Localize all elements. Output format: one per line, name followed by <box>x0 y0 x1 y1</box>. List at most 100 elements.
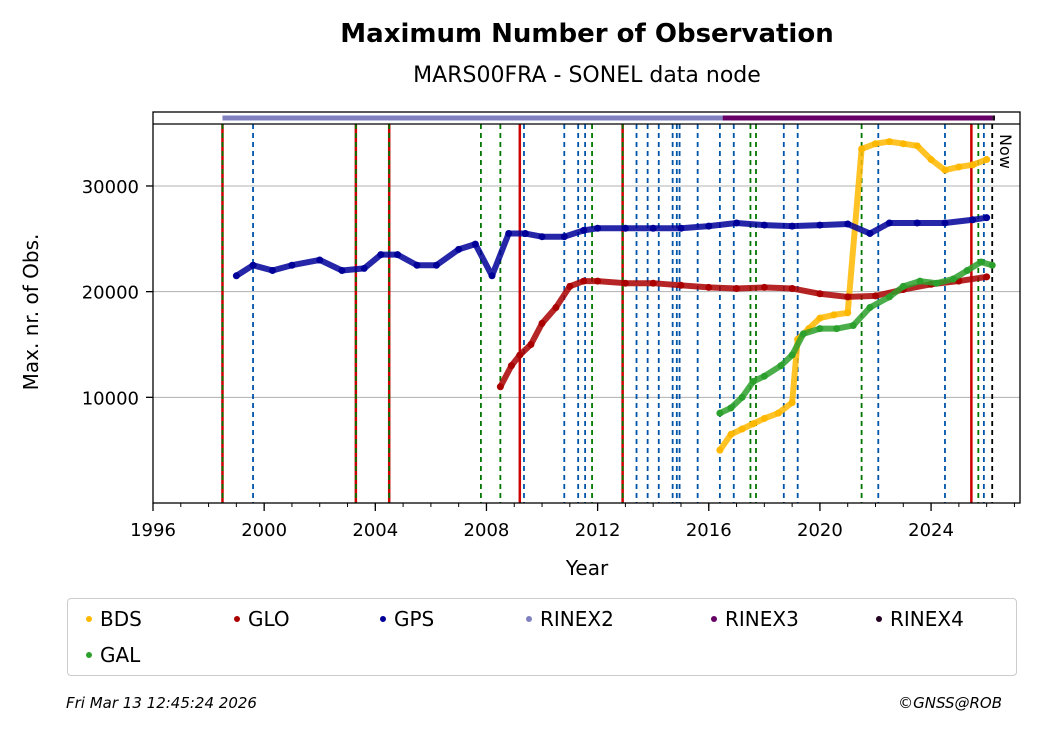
point-gal <box>727 404 735 412</box>
grid-lines <box>153 185 1020 398</box>
point-bds <box>830 311 838 319</box>
x-axis-label: Year <box>565 556 609 580</box>
y-tick-label: 30000 <box>82 177 139 198</box>
point-bds <box>760 414 768 422</box>
point-bds <box>913 142 921 150</box>
legend-item-rinex2: RINEX2 <box>526 607 614 631</box>
point-gal <box>949 275 957 283</box>
point-gps <box>521 230 529 238</box>
point-glo <box>516 351 524 359</box>
plot-area <box>153 112 1020 503</box>
point-bds <box>858 145 866 153</box>
point-gal <box>749 377 757 385</box>
point-gps <box>288 261 296 269</box>
y-tick-label: 10000 <box>82 388 139 409</box>
legend-item-bds: BDS <box>86 607 142 631</box>
point-glo <box>649 279 657 287</box>
data-series <box>232 138 996 454</box>
chart-subtitle: MARS00FRA - SONEL data node <box>413 63 761 88</box>
series-bds-line <box>716 138 990 454</box>
point-gal <box>799 330 807 338</box>
point-gps <box>232 272 240 280</box>
point-gps <box>580 226 588 234</box>
point-gal <box>988 261 996 269</box>
x-tick-label: 2020 <box>797 520 843 541</box>
point-glo <box>538 319 546 327</box>
point-gal <box>760 372 768 380</box>
point-gal <box>833 325 841 333</box>
legend-marker <box>711 616 717 622</box>
point-bds <box>749 420 757 428</box>
legend-label: RINEX4 <box>890 607 964 631</box>
legend-marker <box>526 616 532 622</box>
point-bds <box>969 161 977 169</box>
point-gps <box>885 219 893 227</box>
point-bds <box>885 138 893 146</box>
point-gps <box>268 267 276 275</box>
x-tick-label: 2008 <box>464 520 510 541</box>
point-bds <box>983 156 991 164</box>
point-gps <box>560 233 568 241</box>
point-gal <box>899 282 907 290</box>
x-tick-label: 2024 <box>908 520 954 541</box>
point-bds <box>872 140 879 148</box>
point-gps <box>249 261 257 269</box>
point-gps <box>844 220 852 228</box>
point-glo <box>552 304 560 311</box>
point-gps <box>677 224 685 232</box>
chart-title: Maximum Number of Observation <box>340 19 833 49</box>
x-tick-label: 2012 <box>575 520 621 541</box>
point-gps <box>538 233 546 241</box>
point-glo <box>983 273 991 281</box>
point-glo <box>507 362 515 370</box>
legend-label: GLO <box>248 607 290 631</box>
y-tick-label: 20000 <box>82 283 139 304</box>
footer-copyright: ©GNSS@ROB <box>898 694 1002 712</box>
legend-label: RINEX3 <box>725 607 799 631</box>
point-bds <box>774 409 782 417</box>
point-glo <box>621 279 629 287</box>
point-gps <box>455 245 463 253</box>
point-gal <box>916 277 924 285</box>
point-gal <box>788 351 796 359</box>
point-bds <box>738 425 746 433</box>
y-axis-label: Max. nr. of Obs. <box>19 234 43 391</box>
point-gal <box>716 409 724 417</box>
point-gal <box>816 325 824 333</box>
point-glo <box>788 284 796 292</box>
point-gal <box>885 293 893 301</box>
plot-frame <box>152 111 1021 504</box>
point-gal <box>933 279 941 287</box>
point-gps <box>941 219 949 227</box>
legend: BDS GLO GPS RINEX2 RINEX3 RINEX4 GAL <box>67 598 1017 676</box>
now-label: Now <box>996 134 1015 169</box>
footer-timestamp: Fri Mar 13 12:45:24 2026 <box>66 694 257 712</box>
legend-item-gal: GAL <box>86 643 140 667</box>
point-gps <box>816 221 824 229</box>
point-glo <box>580 277 588 285</box>
point-gps <box>432 261 440 269</box>
legend-marker <box>234 616 240 622</box>
point-gps <box>471 240 479 248</box>
legend-label: BDS <box>100 607 142 631</box>
point-bds <box>955 163 963 171</box>
point-gps <box>705 222 713 230</box>
point-gal <box>777 362 785 370</box>
point-glo <box>872 292 879 300</box>
point-gps <box>377 251 385 259</box>
point-bds <box>941 166 949 174</box>
point-gal <box>849 321 857 329</box>
point-glo <box>527 340 535 348</box>
point-bds <box>788 399 796 407</box>
point-glo <box>733 284 741 292</box>
point-gps <box>505 230 513 238</box>
point-gps <box>594 224 602 232</box>
axes: 1996 2000 2004 2008 2012 2016 2020 2024 10000 200… <box>82 111 1021 541</box>
point-gps <box>969 216 977 224</box>
point-gps <box>913 219 921 227</box>
legend-label: GAL <box>100 643 141 667</box>
legend-marker <box>86 652 92 658</box>
x-tick-label: 2004 <box>352 520 398 541</box>
point-gps <box>316 256 324 264</box>
point-gps <box>394 251 402 259</box>
